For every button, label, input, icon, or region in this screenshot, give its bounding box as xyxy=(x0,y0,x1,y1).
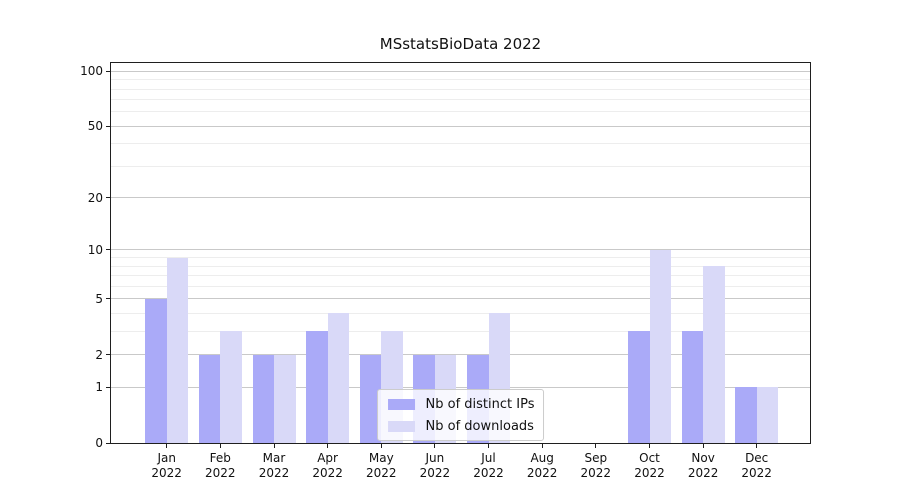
x-tick-label: Jan 2022 xyxy=(151,451,182,480)
x-tick-label: Aug 2022 xyxy=(526,451,558,480)
y-tick-mark xyxy=(106,442,110,444)
gridline-major xyxy=(111,70,810,72)
bar-nb-of-distinct-ips xyxy=(252,354,274,443)
x-tick-mark xyxy=(327,444,329,448)
legend-swatch-distinct-ips-icon xyxy=(387,398,415,410)
gridline-minor xyxy=(111,330,810,332)
bar-nb-of-distinct-ips xyxy=(681,331,704,443)
x-tick-label: May 2022 xyxy=(366,451,397,480)
x-tick-label: Apr 2022 xyxy=(312,451,343,480)
x-tick-mark xyxy=(273,444,275,448)
chart-title: MSstatsBioData 2022 xyxy=(379,35,542,53)
bar-nb-of-distinct-ips xyxy=(198,354,221,443)
gridline-minor xyxy=(111,257,810,259)
gridline-minor xyxy=(111,312,810,314)
bar-nb-of-downloads xyxy=(274,354,296,443)
gridline-minor xyxy=(111,79,810,81)
x-tick-label: Jun 2022 xyxy=(419,451,451,480)
y-tick-label: 1 xyxy=(95,380,103,395)
y-tick-label: 10 xyxy=(87,242,103,257)
x-tick-mark xyxy=(649,444,650,448)
y-tick-mark xyxy=(106,70,110,72)
plot-area: Nb of distinct IPs Nb of downloads xyxy=(110,62,811,444)
legend-label-distinct-ips: Nb of distinct IPs xyxy=(425,396,535,412)
x-tick-mark xyxy=(488,444,489,448)
y-tick-label: 2 xyxy=(95,347,103,362)
y-tick-mark xyxy=(106,386,110,388)
x-tick-label: Oct 2022 xyxy=(634,451,665,480)
x-tick-label: Dec 2022 xyxy=(741,451,772,480)
gridline-minor xyxy=(111,88,810,90)
bar-nb-of-downloads xyxy=(649,249,671,443)
x-tick-label: Feb 2022 xyxy=(205,451,236,480)
gridline-minor xyxy=(111,285,810,287)
bar-nb-of-distinct-ips xyxy=(628,331,650,443)
bar-nb-of-distinct-ips xyxy=(735,387,757,443)
bar-nb-of-distinct-ips xyxy=(306,331,328,443)
y-tick-label: 100 xyxy=(80,64,103,79)
bar-nb-of-downloads xyxy=(756,387,779,443)
gridline-major xyxy=(111,386,810,388)
gridline-minor xyxy=(111,265,810,267)
x-tick-mark xyxy=(434,444,436,448)
legend-label-downloads: Nb of downloads xyxy=(425,418,534,434)
bar-nb-of-distinct-ips xyxy=(145,298,167,443)
gridline-minor xyxy=(111,99,810,101)
y-tick-mark xyxy=(106,197,110,199)
y-tick-label: 50 xyxy=(87,119,103,134)
gridline-minor xyxy=(111,275,810,276)
legend-swatch-downloads-icon xyxy=(387,420,415,432)
x-tick-label: Nov 2022 xyxy=(687,451,719,480)
x-tick-mark xyxy=(380,444,382,448)
bar-nb-of-downloads xyxy=(166,257,189,443)
x-tick-mark xyxy=(541,444,543,448)
x-tick-mark xyxy=(702,444,704,448)
gridline-minor xyxy=(111,143,810,145)
x-tick-mark xyxy=(756,444,758,448)
y-tick-mark xyxy=(106,298,110,300)
y-tick-label: 5 xyxy=(95,291,103,306)
legend-row-downloads: Nb of downloads xyxy=(387,418,535,434)
gridline-major xyxy=(111,125,810,127)
bar-nb-of-distinct-ips xyxy=(359,354,382,443)
y-tick-label: 20 xyxy=(87,190,103,205)
gridline-minor xyxy=(111,111,810,113)
x-tick-label: Mar 2022 xyxy=(258,451,290,480)
x-tick-mark xyxy=(595,444,597,448)
x-tick-label: Jul 2022 xyxy=(473,451,504,480)
bar-nb-of-downloads xyxy=(327,313,350,443)
y-tick-mark xyxy=(106,125,110,127)
y-tick-mark xyxy=(106,249,110,251)
gridline-minor xyxy=(111,165,810,167)
legend-row-distinct-ips: Nb of distinct IPs xyxy=(387,396,535,412)
legend: Nb of distinct IPs Nb of downloads xyxy=(376,389,545,441)
x-tick-label: Sep 2022 xyxy=(580,451,612,480)
x-tick-mark xyxy=(219,444,221,448)
bar-nb-of-downloads xyxy=(220,331,242,443)
bar-nb-of-downloads xyxy=(703,266,725,443)
gridline-major xyxy=(111,249,810,251)
x-tick-mark xyxy=(166,444,168,448)
gridline-major xyxy=(111,354,810,355)
y-tick-label: 0 xyxy=(95,436,103,450)
gridline-major xyxy=(111,298,810,300)
gridline-major xyxy=(111,197,810,199)
y-tick-mark xyxy=(106,354,110,355)
